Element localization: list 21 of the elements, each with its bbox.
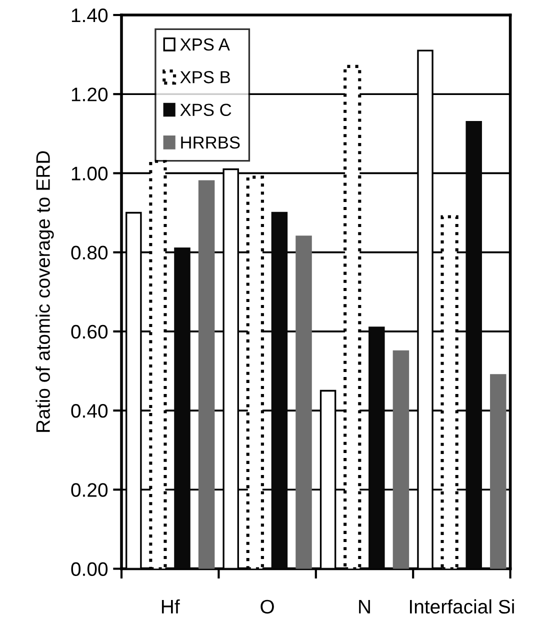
x-tick-label: Hf — [162, 599, 180, 614]
y-tick-label: 1.40 — [72, 8, 108, 22]
x-tick-label: O — [260, 600, 274, 614]
legend-label: HRRBS — [181, 136, 240, 149]
bar — [392, 350, 410, 569]
legend-label: XPS B — [180, 71, 230, 84]
bar — [198, 180, 215, 569]
y-axis-title: Ratio of atomic coverage to ERD — [36, 151, 54, 432]
y-tick-label: 0.20 — [71, 483, 108, 497]
legend-label: XPS A — [180, 38, 230, 51]
legend-label: XPS C — [180, 104, 232, 116]
y-tick-label: 0.40 — [71, 404, 108, 418]
y-tick-label: 0.80 — [71, 246, 108, 260]
bar — [490, 374, 506, 569]
bar — [296, 236, 312, 569]
y-tick-label: 1.00 — [72, 166, 108, 180]
y-tick-label: 0.60 — [71, 324, 108, 339]
x-tick-label: Interfacial Si — [410, 599, 514, 614]
x-tick-label: N — [359, 600, 370, 614]
y-tick-label: 0.00 — [71, 562, 108, 576]
y-tick-label: 1.20 — [72, 88, 108, 102]
